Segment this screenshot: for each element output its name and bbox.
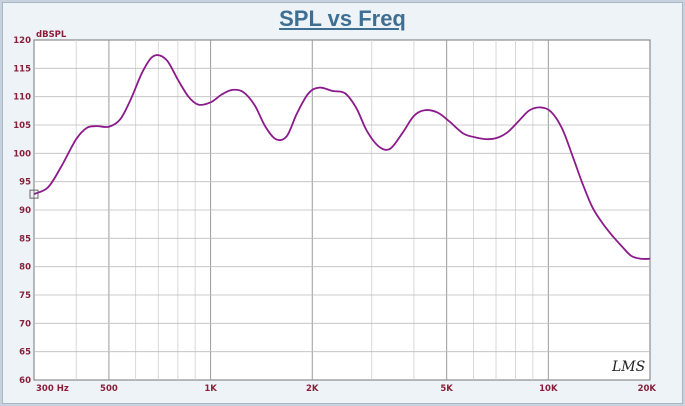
y-tick-label: 80 (19, 263, 31, 273)
y-tick-label: 85 (19, 234, 31, 244)
y-axis-label: dBSPL (36, 30, 67, 40)
spl-curve (33, 54, 651, 260)
y-tick-label: 115 (13, 64, 31, 74)
chart-title: SPL vs Freq (279, 6, 406, 31)
x-tick-label: 1K (204, 384, 217, 394)
x-tick-label: 2K (306, 384, 319, 394)
x-tick-label: 10K (539, 384, 558, 394)
x-tick-label: 300 Hz (36, 384, 69, 394)
lms-logo: LMS (611, 359, 645, 375)
y-tick-label: 120 (13, 36, 31, 46)
y-tick-label: 105 (13, 121, 31, 131)
y-tick-label: 90 (19, 206, 31, 216)
y-tick-label: 95 (19, 178, 31, 188)
y-tick-label: 75 (19, 291, 31, 301)
y-tick-label: 100 (13, 149, 31, 159)
x-axis-ticks: 300 Hz 500 1K 2K 5K 10K 20K (36, 384, 656, 394)
y-tick-label: 60 (19, 376, 31, 386)
y-tick-label: 70 (19, 319, 31, 329)
y-tick-label: 65 (19, 348, 31, 358)
x-tick-label: 20K (638, 384, 657, 394)
cursor-marker-icon[interactable] (29, 189, 39, 199)
y-tick-label: 110 (13, 93, 31, 103)
grid (34, 40, 650, 380)
x-tick-label: 500 (100, 384, 118, 394)
y-axis-ticks: 60 65 70 75 80 85 90 95 100 105 110 115 120 (13, 36, 31, 386)
x-tick-label: 5K (440, 384, 453, 394)
